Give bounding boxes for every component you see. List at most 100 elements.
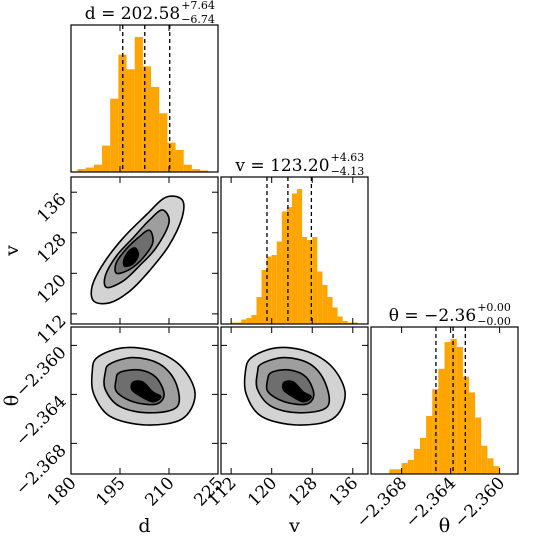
histogram-bar xyxy=(432,389,439,474)
histogram-bar xyxy=(469,392,476,474)
histogram-bar xyxy=(110,98,119,172)
histogram-bar xyxy=(456,346,463,474)
title-value: d = 202.58 xyxy=(85,4,180,24)
histogram-bar xyxy=(126,69,135,172)
histogram-bar xyxy=(151,86,160,172)
histogram-bar xyxy=(183,164,192,172)
panel-frame xyxy=(220,176,369,325)
y-tick-label: 136 xyxy=(33,190,70,227)
histogram-bar xyxy=(475,417,482,474)
contour-level xyxy=(122,247,140,268)
histogram-bar xyxy=(85,167,94,172)
title-value: θ = −2.36 xyxy=(389,306,476,326)
panel-border xyxy=(70,326,219,475)
panel-title-v: v = 123.20 +4.63−4.13 xyxy=(234,151,364,178)
title-value: v = 123.20 xyxy=(234,156,329,176)
title-lower-error: −0.00 xyxy=(477,315,511,328)
histogram-bar xyxy=(332,307,338,324)
histogram-bar xyxy=(317,271,323,324)
histogram-bar xyxy=(487,458,494,474)
histogram-bar xyxy=(142,66,152,172)
histogram-bar xyxy=(322,285,328,324)
histogram-bar xyxy=(481,445,488,474)
histogram-bar xyxy=(426,415,433,474)
histogram-bar xyxy=(231,322,237,324)
contour-level xyxy=(130,380,162,403)
panel-border xyxy=(220,326,369,475)
histogram-bar xyxy=(175,149,184,172)
histogram-bar xyxy=(77,169,86,172)
contour-d-v xyxy=(90,195,185,305)
histogram-bar xyxy=(261,270,267,324)
histogram-bar xyxy=(251,315,257,324)
histogram-bar xyxy=(236,322,242,324)
x-tick-label: −2.360 xyxy=(451,473,510,532)
contour-d-theta xyxy=(90,346,196,426)
panel-border xyxy=(70,24,219,173)
histogram-d xyxy=(77,25,209,172)
histogram-bar xyxy=(118,54,127,172)
panel-frame xyxy=(70,24,219,173)
histogram-bar xyxy=(342,321,348,324)
panel-frame xyxy=(220,326,369,475)
histogram-bar xyxy=(312,237,318,324)
histogram-bar xyxy=(191,169,201,172)
histogram-bar xyxy=(444,342,451,474)
histogram-bar xyxy=(420,437,427,474)
histogram-bar xyxy=(266,256,272,324)
x-axis-label-d: d xyxy=(138,515,150,537)
x-tick-label: 120 xyxy=(244,473,281,510)
histogram-bar xyxy=(256,297,262,324)
histogram-bar xyxy=(302,237,308,324)
histogram-bar xyxy=(389,469,396,474)
histogram-bar xyxy=(167,142,176,172)
panel-border xyxy=(220,176,369,325)
histogram-theta xyxy=(389,327,500,474)
title-lower-error: −4.13 xyxy=(331,165,365,178)
title-upper-error: +7.64 xyxy=(181,0,215,12)
histogram-bar xyxy=(347,322,353,324)
histogram-bar xyxy=(134,37,143,172)
histogram-bar xyxy=(159,113,168,172)
panel-border xyxy=(370,326,519,475)
y-tick-label: 120 xyxy=(33,271,70,308)
x-axis-label-v: v xyxy=(288,515,300,537)
histogram-bar xyxy=(291,193,298,324)
histogram-bar xyxy=(493,466,500,474)
histogram-bar xyxy=(276,241,282,324)
histogram-bar xyxy=(93,164,103,172)
histogram-bar xyxy=(438,368,445,474)
histogram-bar xyxy=(307,240,313,324)
panel-title-d: d = 202.58 +7.64−6.74 xyxy=(85,0,215,26)
y-tick-label: 128 xyxy=(33,230,70,267)
histogram-bar xyxy=(241,319,247,324)
title-upper-error: +4.63 xyxy=(331,151,365,164)
histogram-bar xyxy=(102,145,111,172)
panel-title-theta: θ = −2.36 +0.00−0.00 xyxy=(389,301,511,328)
x-axis-label-theta: θ xyxy=(439,515,450,537)
histogram-bar xyxy=(407,459,414,474)
y-tick-label: 112 xyxy=(33,311,70,348)
contour-level xyxy=(281,380,313,403)
histogram-bar xyxy=(286,207,292,324)
panel-frame xyxy=(70,176,219,325)
histogram-bar xyxy=(352,322,358,324)
x-tick-label: 195 xyxy=(92,473,129,510)
panel-frame xyxy=(70,326,219,475)
histogram-bar xyxy=(327,297,333,324)
histogram-bar xyxy=(395,469,402,474)
histogram-bar xyxy=(297,189,303,324)
histogram-bar xyxy=(246,318,252,324)
histogram-bar xyxy=(281,211,287,324)
x-tick-label: 128 xyxy=(285,473,322,510)
histogram-bar xyxy=(413,448,420,474)
histogram-v xyxy=(231,177,358,324)
x-tick-label: 136 xyxy=(325,473,362,510)
contour-v-theta xyxy=(243,346,347,426)
x-tick-label: 210 xyxy=(141,473,178,510)
x-tick-label: 180 xyxy=(43,473,80,510)
panel-border xyxy=(70,176,219,325)
histogram-bar xyxy=(200,170,209,172)
panel-frame xyxy=(370,326,519,475)
